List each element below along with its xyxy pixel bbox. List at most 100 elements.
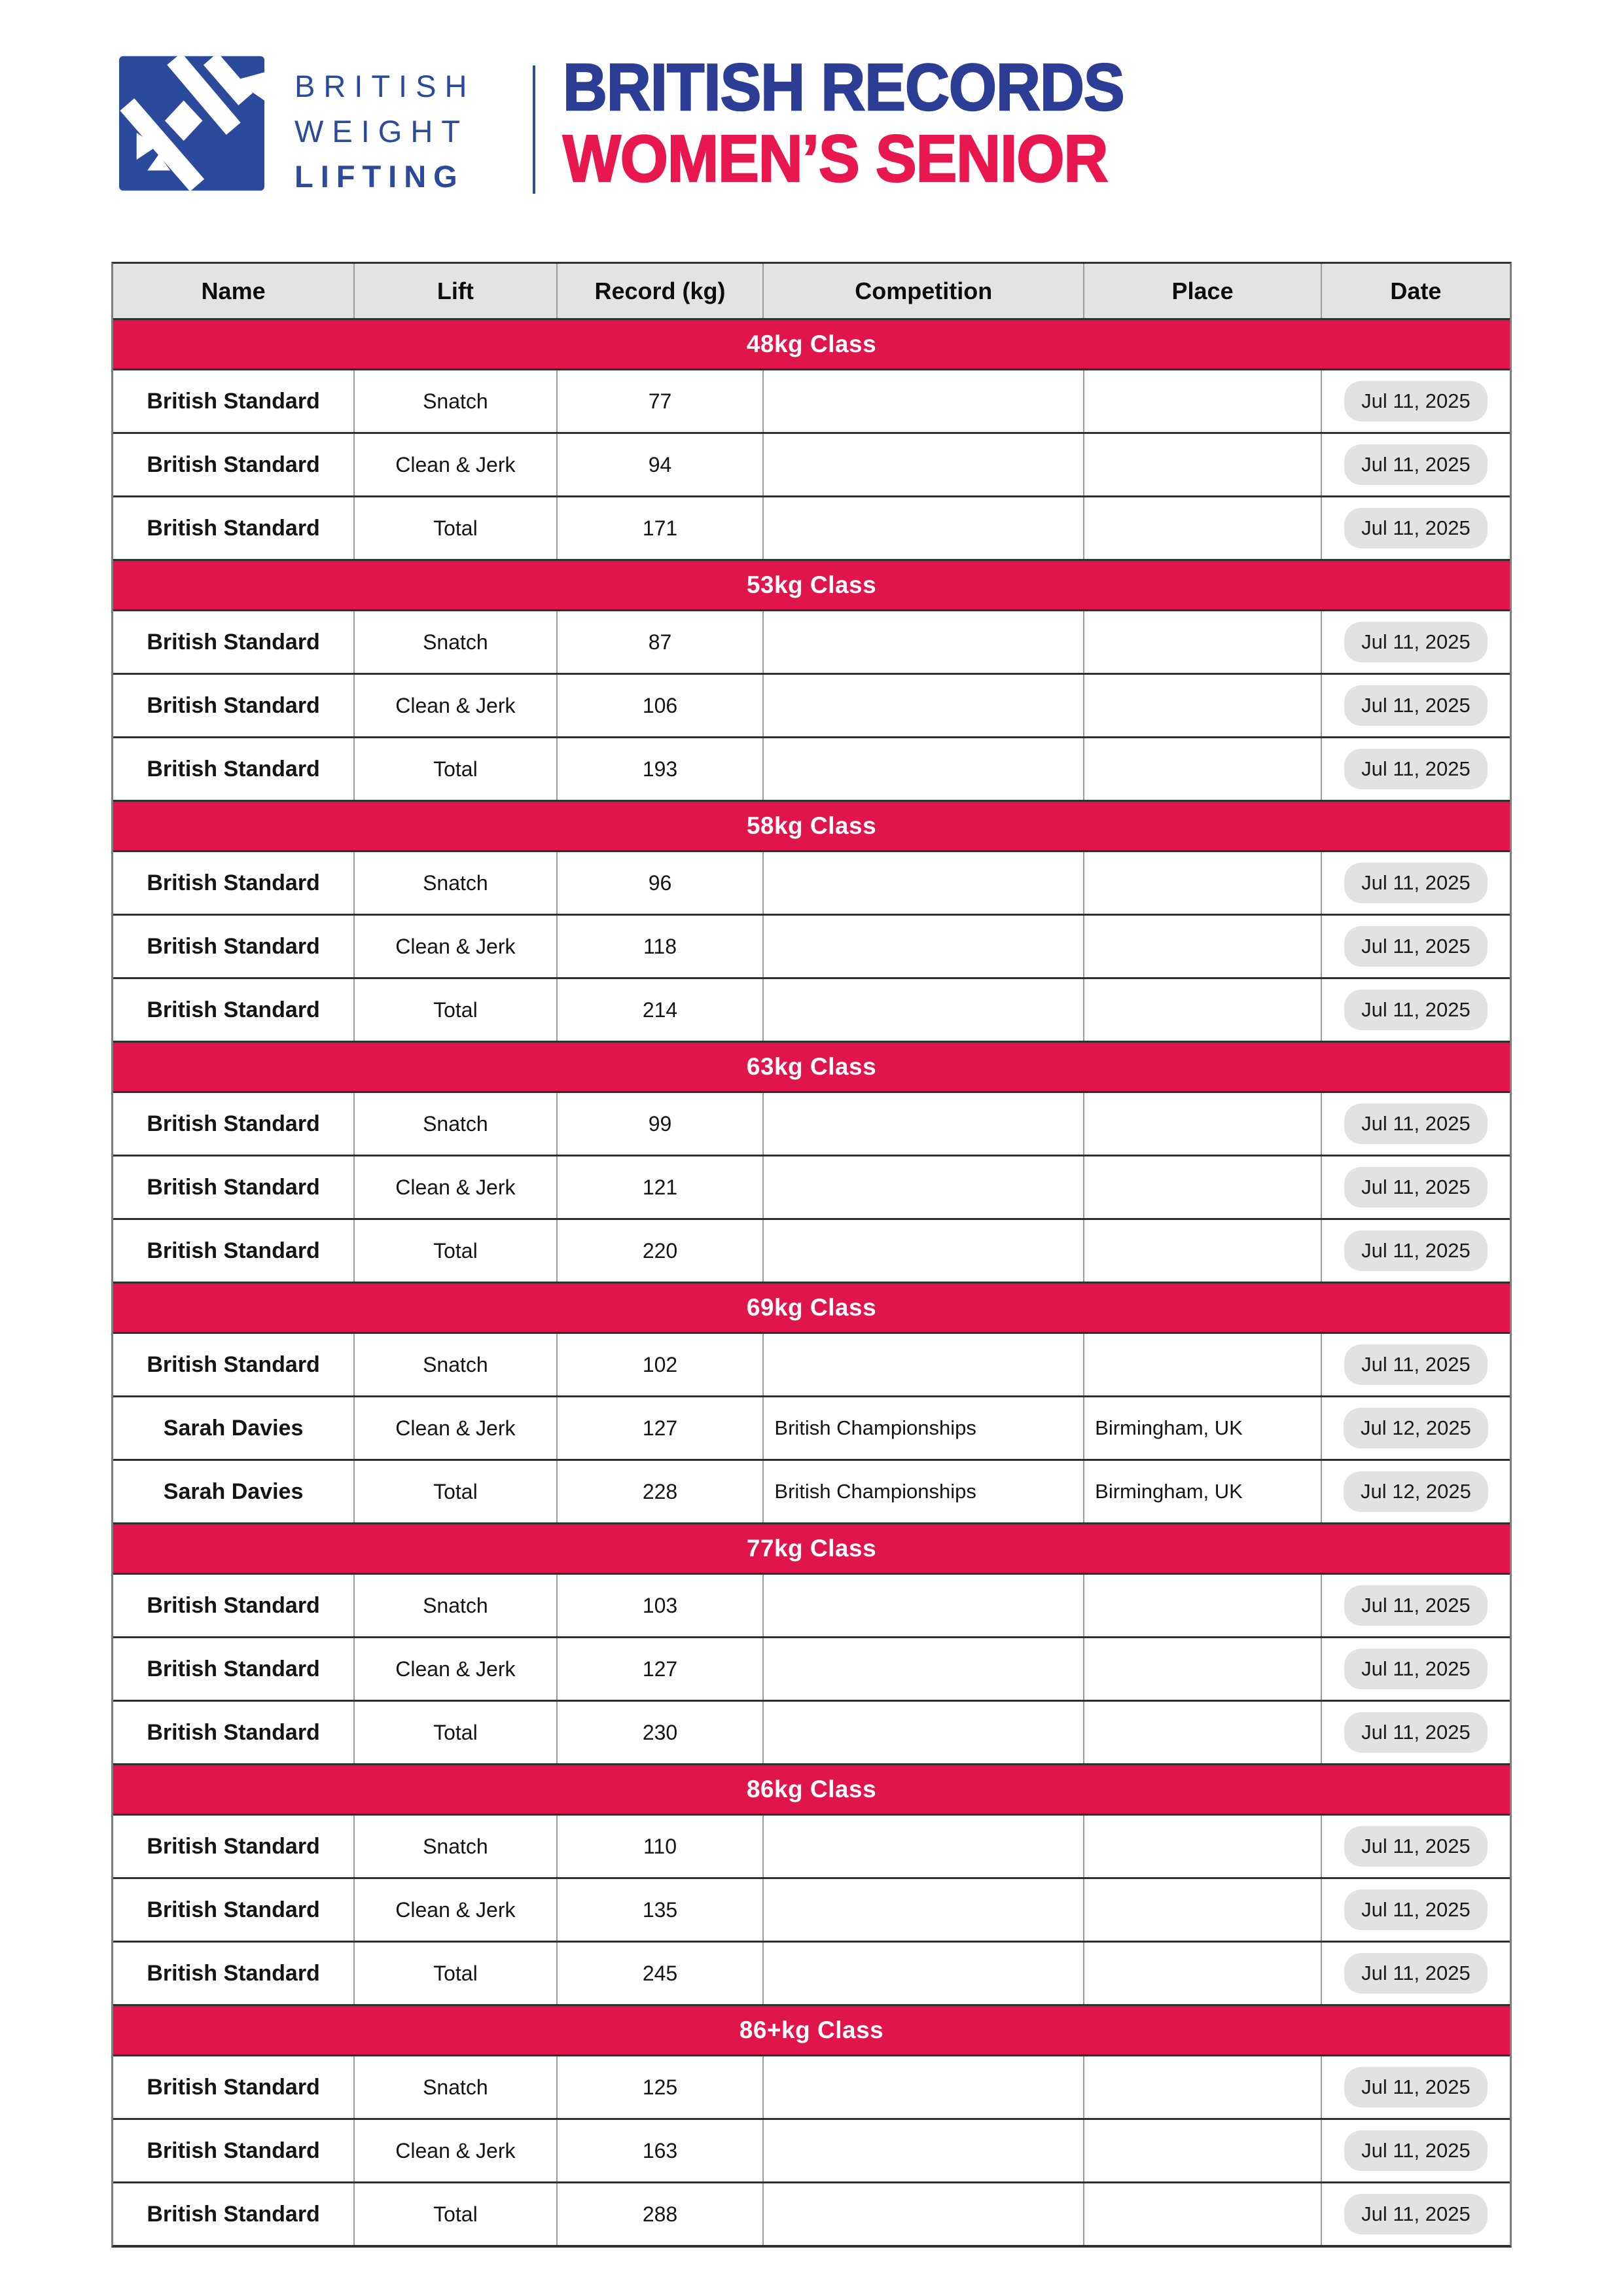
- lift-cell: Clean & Jerk: [355, 1397, 558, 1459]
- date-badge: Jul 11, 2025: [1344, 1585, 1488, 1626]
- place-cell: [1084, 1816, 1322, 1877]
- place-cell: [1084, 2056, 1322, 2118]
- page-title: BRITISH RECORDS WOMEN’S SENIOR: [562, 51, 1166, 196]
- competition-cell: [764, 1575, 1085, 1636]
- date-badge: Jul 11, 2025: [1344, 685, 1488, 726]
- record-cell: 163: [558, 2120, 764, 2181]
- date-cell: Jul 11, 2025: [1322, 434, 1510, 495]
- brand-word-lifting: LIFTING: [294, 159, 465, 194]
- record-row: British Standard Clean & Jerk 121 Jul 11, 2…: [113, 1155, 1510, 1218]
- record-cell: 135: [558, 1879, 764, 1941]
- lift-cell: Snatch: [355, 1816, 558, 1877]
- date-cell: Jul 11, 2025: [1322, 1220, 1510, 1282]
- place-cell: Birmingham, UK: [1084, 1397, 1322, 1459]
- place-cell: [1084, 1334, 1322, 1395]
- record-row: British Standard Total 214 Jul 11, 2025: [113, 977, 1510, 1041]
- date-cell: Jul 11, 2025: [1322, 852, 1510, 914]
- competition-cell: [764, 2183, 1085, 2245]
- competition-cell: [764, 852, 1085, 914]
- name-cell: British Standard: [113, 1334, 355, 1395]
- competition-cell: [764, 1702, 1085, 1763]
- name-cell: British Standard: [113, 434, 355, 495]
- date-cell: Jul 12, 2025: [1322, 1461, 1510, 1522]
- place-cell: [1084, 1575, 1322, 1636]
- place-cell: [1084, 738, 1322, 800]
- header-divider: [533, 65, 535, 194]
- date-cell: Jul 11, 2025: [1322, 1702, 1510, 1763]
- name-cell: British Standard: [113, 2120, 355, 2181]
- record-cell: 288: [558, 2183, 764, 2245]
- place-cell: [1084, 1879, 1322, 1941]
- name-cell: British Standard: [113, 370, 355, 432]
- competition-cell: [764, 1943, 1085, 2004]
- competition-cell: British Championships: [764, 1397, 1085, 1459]
- place-cell: [1084, 2120, 1322, 2181]
- record-cell: 99: [558, 1093, 764, 1155]
- record-row: Sarah Davies Total 228 British Championship…: [113, 1459, 1510, 1522]
- place-cell: [1084, 979, 1322, 1041]
- competition-cell: [764, 497, 1085, 559]
- record-cell: 125: [558, 2056, 764, 2118]
- name-cell: British Standard: [113, 1816, 355, 1877]
- lift-cell: Snatch: [355, 1575, 558, 1636]
- name-cell: British Standard: [113, 916, 355, 977]
- competition-cell: [764, 1093, 1085, 1155]
- date-badge: Jul 11, 2025: [1344, 863, 1488, 903]
- competition-cell: [764, 1816, 1085, 1877]
- record-cell: 220: [558, 1220, 764, 1282]
- date-cell: Jul 11, 2025: [1322, 916, 1510, 977]
- record-cell: 214: [558, 979, 764, 1041]
- competition-cell: British Championships: [764, 1461, 1085, 1522]
- record-cell: 87: [558, 611, 764, 673]
- date-badge: Jul 11, 2025: [1344, 2130, 1488, 2171]
- class-band-77kg-class: 77kg Class: [113, 1522, 1510, 1573]
- date-badge: Jul 11, 2025: [1344, 1649, 1488, 1689]
- record-row: British Standard Clean & Jerk 106 Jul 11, 2…: [113, 673, 1510, 736]
- records-table: Name Lift Record (kg) Competition Place Date 4…: [111, 262, 1512, 2248]
- name-cell: British Standard: [113, 1575, 355, 1636]
- date-badge: Jul 11, 2025: [1344, 990, 1488, 1030]
- record-row: British Standard Total 171 Jul 11, 2025: [113, 495, 1510, 559]
- class-band-86kg-class: 86kg Class: [113, 1763, 1510, 1814]
- competition-cell: [764, 1157, 1085, 1218]
- name-cell: British Standard: [113, 1093, 355, 1155]
- brand-wordmark: BRITISH WEIGHT LIFTING: [294, 63, 475, 199]
- record-row: British Standard Clean & Jerk 135 Jul 11, 2…: [113, 1877, 1510, 1941]
- lift-cell: Total: [355, 1702, 558, 1763]
- date-cell: Jul 11, 2025: [1322, 1334, 1510, 1395]
- name-cell: British Standard: [113, 675, 355, 736]
- record-row: British Standard Snatch 99 Jul 11, 2025: [113, 1091, 1510, 1155]
- column-header-record-kg: Record (kg): [558, 264, 764, 318]
- lift-cell: Snatch: [355, 1093, 558, 1155]
- record-row: British Standard Total 230 Jul 11, 2025: [113, 1700, 1510, 1763]
- lift-cell: Total: [355, 2183, 558, 2245]
- lift-cell: Snatch: [355, 1334, 558, 1395]
- date-cell: Jul 11, 2025: [1322, 1638, 1510, 1700]
- name-cell: British Standard: [113, 1157, 355, 1218]
- record-row: British Standard Clean & Jerk 127 Jul 11, 2…: [113, 1636, 1510, 1700]
- date-badge: Jul 11, 2025: [1344, 1344, 1488, 1385]
- date-cell: Jul 11, 2025: [1322, 1816, 1510, 1877]
- date-badge: Jul 11, 2025: [1344, 926, 1488, 967]
- lift-cell: Clean & Jerk: [355, 916, 558, 977]
- lift-cell: Clean & Jerk: [355, 434, 558, 495]
- place-cell: Birmingham, UK: [1084, 1461, 1322, 1522]
- record-cell: 193: [558, 738, 764, 800]
- page-title-line2: WOMEN’S SENIOR: [562, 122, 1109, 196]
- name-cell: British Standard: [113, 497, 355, 559]
- lift-cell: Clean & Jerk: [355, 1879, 558, 1941]
- lift-cell: Snatch: [355, 852, 558, 914]
- record-row: British Standard Snatch 103 Jul 11, 2025: [113, 1573, 1510, 1636]
- class-band-58kg-class: 58kg Class: [113, 800, 1510, 850]
- record-row: British Standard Total 193 Jul 11, 2025: [113, 736, 1510, 800]
- name-cell: British Standard: [113, 2183, 355, 2245]
- name-cell: British Standard: [113, 738, 355, 800]
- lift-cell: Snatch: [355, 370, 558, 432]
- competition-cell: [764, 2056, 1085, 2118]
- date-cell: Jul 11, 2025: [1322, 979, 1510, 1041]
- class-band-53kg-class: 53kg Class: [113, 559, 1510, 609]
- column-header-date: Date: [1390, 277, 1442, 304]
- place-cell: [1084, 434, 1322, 495]
- date-cell: Jul 11, 2025: [1322, 370, 1510, 432]
- table-header-row: Name Lift Record (kg) Competition Place Date: [113, 264, 1510, 318]
